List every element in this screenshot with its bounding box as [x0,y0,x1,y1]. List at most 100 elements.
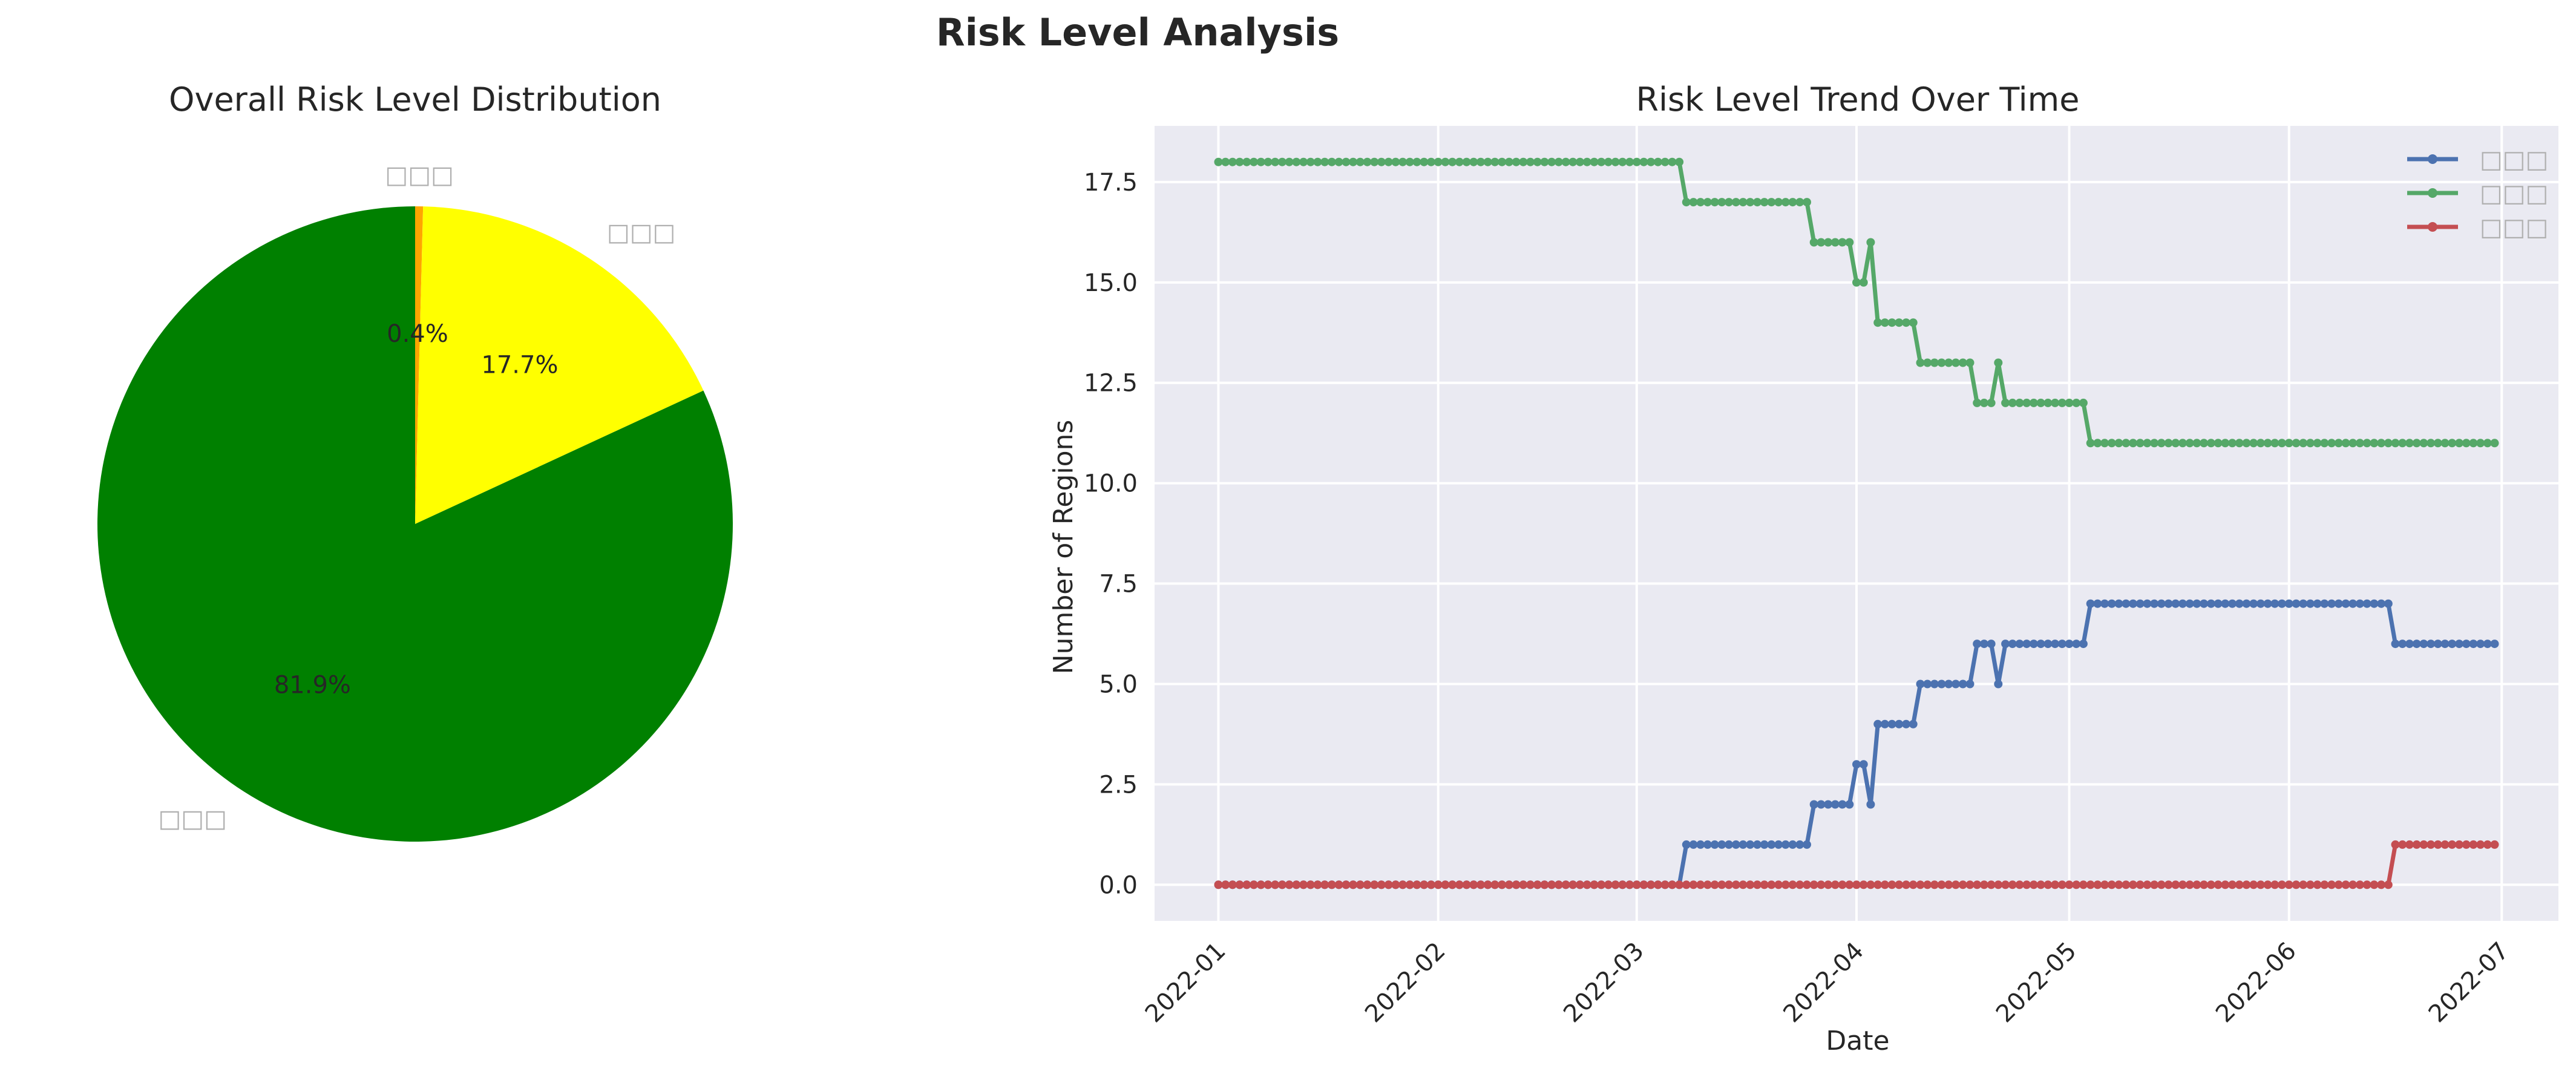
series-2-point-108 [1979,880,1988,889]
series-1-point-159 [2341,439,2350,448]
series-2-point-147 [2256,880,2265,889]
series-1-point-105 [1958,358,1967,367]
pie-slice-0 [415,206,424,524]
series-1-point-81 [1788,198,1797,207]
series-1-point-169 [2412,439,2421,448]
series-1-point-8 [1271,157,1280,166]
series-0-point-154 [2306,599,2315,608]
series-1-point-76 [1753,198,1762,207]
series-0-point-141 [2214,599,2223,608]
series-2-point-103 [1944,880,1953,889]
series-2-point-134 [2164,880,2173,889]
series-2-point-171 [2427,840,2436,849]
legend-marker-1 [2428,188,2437,198]
series-2-point-5 [1250,880,1258,889]
series-0-point-71 [1717,840,1726,849]
series-2-point-12 [1299,880,1308,889]
series-0-point-108 [1979,640,1988,649]
series-2-point-177 [2469,840,2478,849]
series-1-point-108 [1979,398,1988,407]
series-0-point-99 [1916,679,1925,689]
series-0-point-152 [2292,599,2301,608]
series-markers-1 [1214,157,2499,448]
series-1-point-143 [2228,439,2237,448]
series-1-point-119 [2057,398,2066,407]
series-0-point-143 [2228,599,2237,608]
series-2-point-21 [1363,880,1372,889]
series-1-point-62 [1653,157,1662,166]
series-2-point-111 [2001,880,2010,889]
series-0-point-70 [1710,840,1719,849]
series-0-point-145 [2242,599,2251,608]
series-2-point-68 [1696,880,1705,889]
series-1-point-13 [1306,157,1315,166]
pie-pct-label-1: 17.7% [481,352,558,379]
series-2-point-17 [1334,880,1343,889]
pie-category-label-0: □□□ [385,162,454,189]
series-0-point-146 [2249,599,2258,608]
series-2-point-29 [1420,880,1429,889]
series-1-point-93 [1873,318,1883,327]
series-1-point-126 [2107,439,2116,448]
series-1-point-79 [1774,198,1783,207]
series-2-point-15 [1320,880,1329,889]
series-2-point-14 [1313,880,1322,889]
series-2-point-90 [1852,880,1861,889]
series-2-point-77 [1760,880,1769,889]
series-0-point-147 [2256,599,2265,608]
series-1-point-46 [1540,157,1549,166]
series-2-point-24 [1384,880,1393,889]
series-2-point-146 [2249,880,2258,889]
series-1-point-85 [1817,238,1826,247]
series-2-point-165 [2384,880,2393,889]
series-2-point-128 [2122,880,2131,889]
series-0-point-180 [2490,640,2499,649]
series-2-point-155 [2313,880,2322,889]
series-1-point-120 [2065,398,2074,407]
y-tick-label-3: 7.5 [1099,571,1138,598]
series-2-point-150 [2278,880,2286,889]
series-2-point-42 [1512,880,1521,889]
series-2-point-2 [1228,880,1237,889]
series-1-point-29 [1420,157,1429,166]
series-2-point-125 [2100,880,2109,889]
series-2-point-37 [1476,880,1485,889]
series-1-point-124 [2093,439,2102,448]
series-1-point-132 [2150,439,2159,448]
series-2-point-175 [2455,840,2463,849]
series-0-point-86 [1824,800,1833,809]
series-2-point-105 [1958,880,1967,889]
series-2-point-78 [1767,880,1776,889]
series-2-point-133 [2157,880,2166,889]
series-2-point-88 [1838,880,1847,889]
figure-title: Risk Level Analysis [936,10,1339,54]
series-2-point-33 [1448,880,1457,889]
series-2-point-157 [2327,880,2336,889]
series-1-point-68 [1696,198,1705,207]
series-1-point-98 [1909,318,1918,327]
series-1-point-27 [1405,157,1414,166]
series-0-point-138 [2192,599,2201,608]
series-1-point-78 [1767,198,1776,207]
series-1-point-99 [1916,358,1925,367]
series-2-point-39 [1490,880,1499,889]
series-2-point-107 [1973,880,1982,889]
pie-slice-2 [97,206,733,842]
y-tick-label-4: 10.0 [1084,470,1138,498]
series-1-point-139 [2200,439,2209,448]
series-2-point-110 [1994,880,2003,889]
series-1-point-74 [1739,198,1748,207]
legend-label-0: □□□ [2480,146,2548,174]
series-1-point-80 [1781,198,1790,207]
series-1-point-41 [1504,157,1513,166]
series-1-point-113 [2015,398,2024,407]
series-1-point-127 [2114,439,2123,448]
series-2-point-122 [2079,880,2088,889]
series-1-point-45 [1533,157,1542,166]
series-0-point-136 [2178,599,2187,608]
series-0-point-105 [1958,679,1967,689]
series-1-point-162 [2362,439,2371,448]
series-1-point-49 [1561,157,1570,166]
series-1-point-170 [2419,439,2428,448]
